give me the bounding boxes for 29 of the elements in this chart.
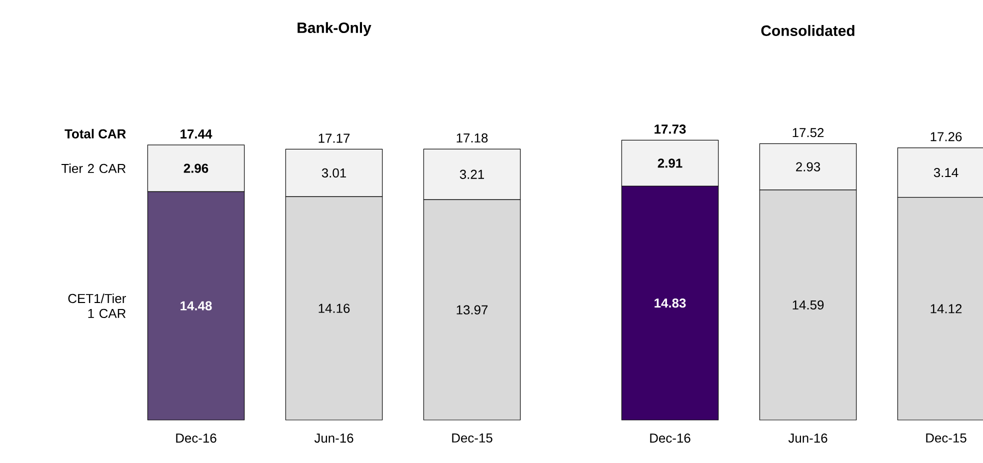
data-label: 14.48 [180,301,212,310]
x-tick-label: Jun-16 [314,434,354,443]
data-label: 13.97 [456,305,488,314]
x-tick-label: Jun-16 [788,434,828,443]
data-label: 2.96 [184,164,208,173]
data-label: 14.59 [792,300,824,310]
data-label: 3.14 [934,168,958,178]
x-tick-label: Dec-16 [176,434,216,443]
data-label: 14.83 [654,298,686,308]
series-label: CET1/Tier 1 CAR [68,294,126,318]
data-label: 2.93 [796,162,820,172]
x-tick-label: Dec-16 [650,434,690,443]
series-label: Tier 2 CAR [61,164,126,174]
total-label: 17.26 [930,132,962,142]
data-label: 2.91 [658,158,682,168]
data-label: 3.01 [322,168,346,178]
x-tick-label: Dec-15 [926,434,966,443]
chart-title: Bank-Only [298,22,372,36]
total-label: 17.73 [654,124,686,134]
data-label: 14.12 [930,304,962,314]
data-label: 3.21 [460,170,484,179]
total-label: 17.18 [456,133,488,143]
total-label: 17.52 [792,128,824,138]
x-tick-label: Dec-15 [452,434,492,443]
chart-title: Consolidated [761,25,854,36]
total-label: 17.44 [180,130,212,138]
total-label: 17.17 [318,134,350,143]
text: Total CAR [64,128,126,138]
data-label: 14.16 [318,304,350,313]
